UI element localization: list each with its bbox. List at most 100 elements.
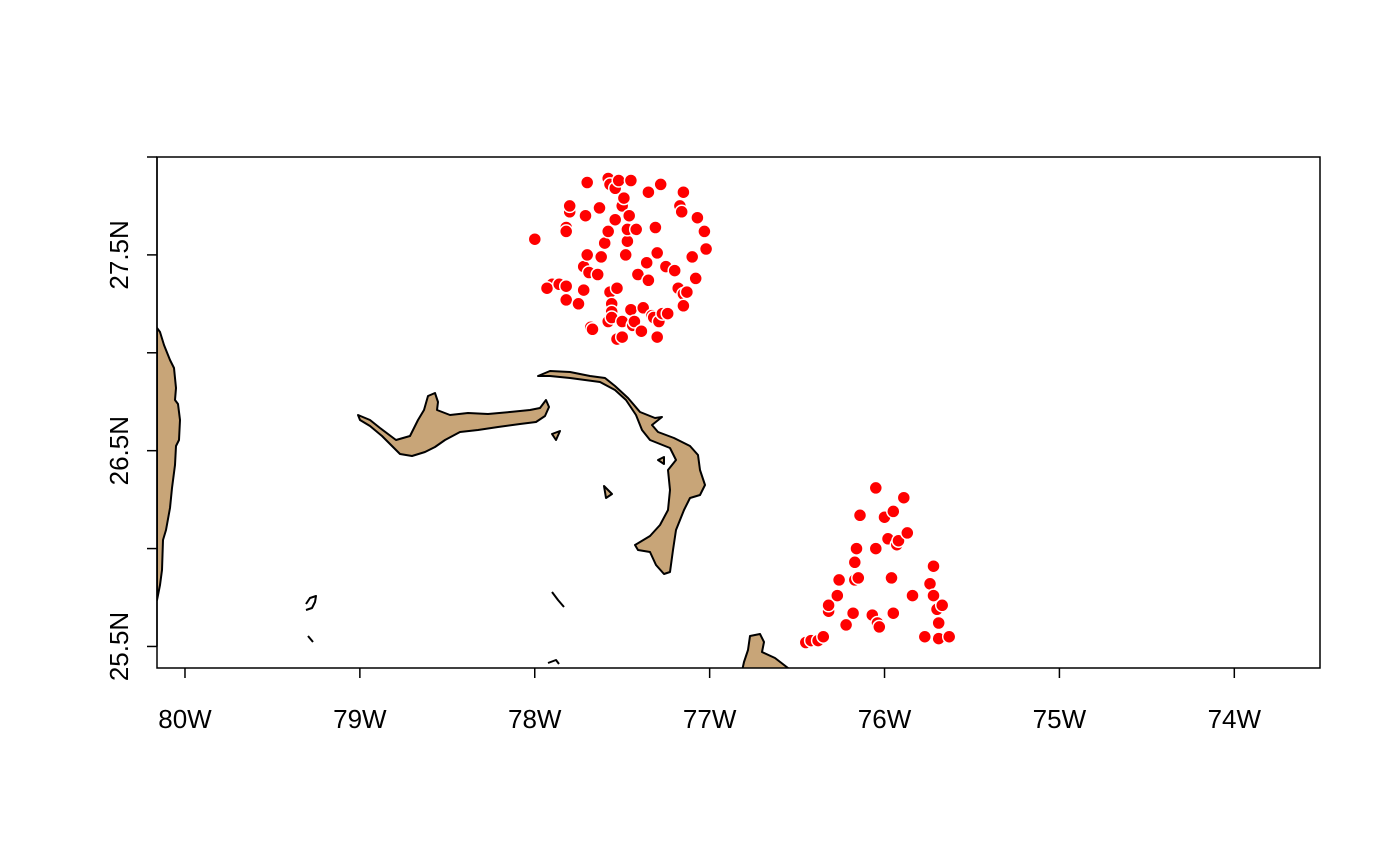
location-point xyxy=(593,249,609,265)
location-point xyxy=(641,273,656,288)
location-point xyxy=(648,220,663,235)
location-point xyxy=(688,271,703,286)
y-tick-label: 26.5N xyxy=(104,416,134,485)
location-point xyxy=(926,558,941,574)
location-point xyxy=(621,208,637,223)
latitude-axis: 25.5N 26.5N 27.5N xyxy=(104,156,158,681)
location-point xyxy=(816,629,831,644)
location-point xyxy=(527,231,543,247)
y-tick-label: 25.5N xyxy=(104,612,134,681)
location-point xyxy=(868,480,884,496)
location-point xyxy=(628,222,644,237)
location-point xyxy=(653,177,668,192)
location-point xyxy=(649,245,665,261)
location-point xyxy=(821,598,836,613)
location-point xyxy=(571,296,586,312)
location-point xyxy=(851,570,866,586)
location-point xyxy=(690,210,705,225)
location-point xyxy=(600,224,616,239)
islet-bimini-south xyxy=(307,635,314,643)
location-point xyxy=(623,173,639,188)
location-point xyxy=(578,208,593,223)
location-point xyxy=(931,615,946,631)
location-point xyxy=(558,224,574,239)
location-point xyxy=(868,541,884,556)
islet-berry-cays xyxy=(551,591,565,608)
location-point xyxy=(676,298,691,314)
location-point xyxy=(579,175,595,190)
location-point xyxy=(886,605,901,621)
x-tick-label: 75W xyxy=(1033,704,1087,734)
location-point xyxy=(614,329,630,345)
eleuthera-island xyxy=(741,633,790,668)
location-point xyxy=(641,184,656,200)
location-point xyxy=(576,282,591,298)
location-point xyxy=(558,292,574,308)
location-point xyxy=(926,588,941,603)
location-point xyxy=(558,278,574,294)
location-point xyxy=(676,184,691,200)
location-point xyxy=(831,572,847,588)
location-point xyxy=(697,224,712,239)
location-point xyxy=(852,508,868,523)
location-point xyxy=(886,504,901,519)
florida-coast xyxy=(157,327,181,601)
map-frame xyxy=(156,156,1321,669)
location-point xyxy=(607,212,623,227)
location-point xyxy=(941,629,957,644)
islet-south-abaco xyxy=(603,485,613,499)
location-point xyxy=(830,588,845,603)
location-point xyxy=(623,302,639,317)
islet-bottom xyxy=(547,659,560,665)
location-point xyxy=(618,247,633,263)
location-point xyxy=(872,619,887,635)
location-point xyxy=(934,598,950,613)
longitude-axis: 80W 79W 78W 77W 76W 75W 74W xyxy=(158,668,1261,734)
x-tick-label: 76W xyxy=(858,704,912,734)
location-point xyxy=(585,322,600,337)
location-point xyxy=(838,617,854,633)
islet-bimini-north xyxy=(305,595,317,611)
location-point xyxy=(539,280,555,296)
location-point xyxy=(845,605,861,621)
location-point xyxy=(634,323,649,339)
location-point xyxy=(679,284,695,300)
location-point xyxy=(609,280,625,296)
points-layer xyxy=(527,171,957,650)
location-point xyxy=(674,204,689,220)
x-tick-label: 74W xyxy=(1208,704,1262,734)
coastline-layer xyxy=(157,327,790,668)
location-point xyxy=(905,588,920,603)
location-point xyxy=(592,200,607,216)
y-tick-label: 27.5N xyxy=(104,220,134,289)
location-point xyxy=(922,576,938,592)
x-tick-label: 77W xyxy=(683,704,737,734)
location-point xyxy=(562,198,577,214)
location-point xyxy=(660,306,675,321)
location-point xyxy=(627,314,642,329)
x-tick-label: 79W xyxy=(333,704,387,734)
location-point xyxy=(884,570,899,586)
location-point xyxy=(590,267,605,282)
location-point xyxy=(917,629,933,644)
location-point xyxy=(847,555,863,570)
location-point xyxy=(667,263,682,278)
location-point xyxy=(684,249,700,265)
location-point xyxy=(698,241,714,257)
x-tick-label: 78W xyxy=(508,704,562,734)
location-point xyxy=(639,255,654,270)
location-point xyxy=(849,541,864,556)
islet-abaco-west xyxy=(551,430,561,441)
grand-bahama-island xyxy=(357,392,550,457)
abaco-island xyxy=(537,370,706,575)
location-point xyxy=(616,190,632,206)
location-point xyxy=(900,525,915,541)
islet-abaco-mid xyxy=(657,456,665,465)
location-point xyxy=(896,490,912,505)
location-point xyxy=(579,247,595,263)
location-point xyxy=(649,329,665,345)
x-tick-label: 80W xyxy=(158,704,212,734)
location-point xyxy=(611,173,626,188)
